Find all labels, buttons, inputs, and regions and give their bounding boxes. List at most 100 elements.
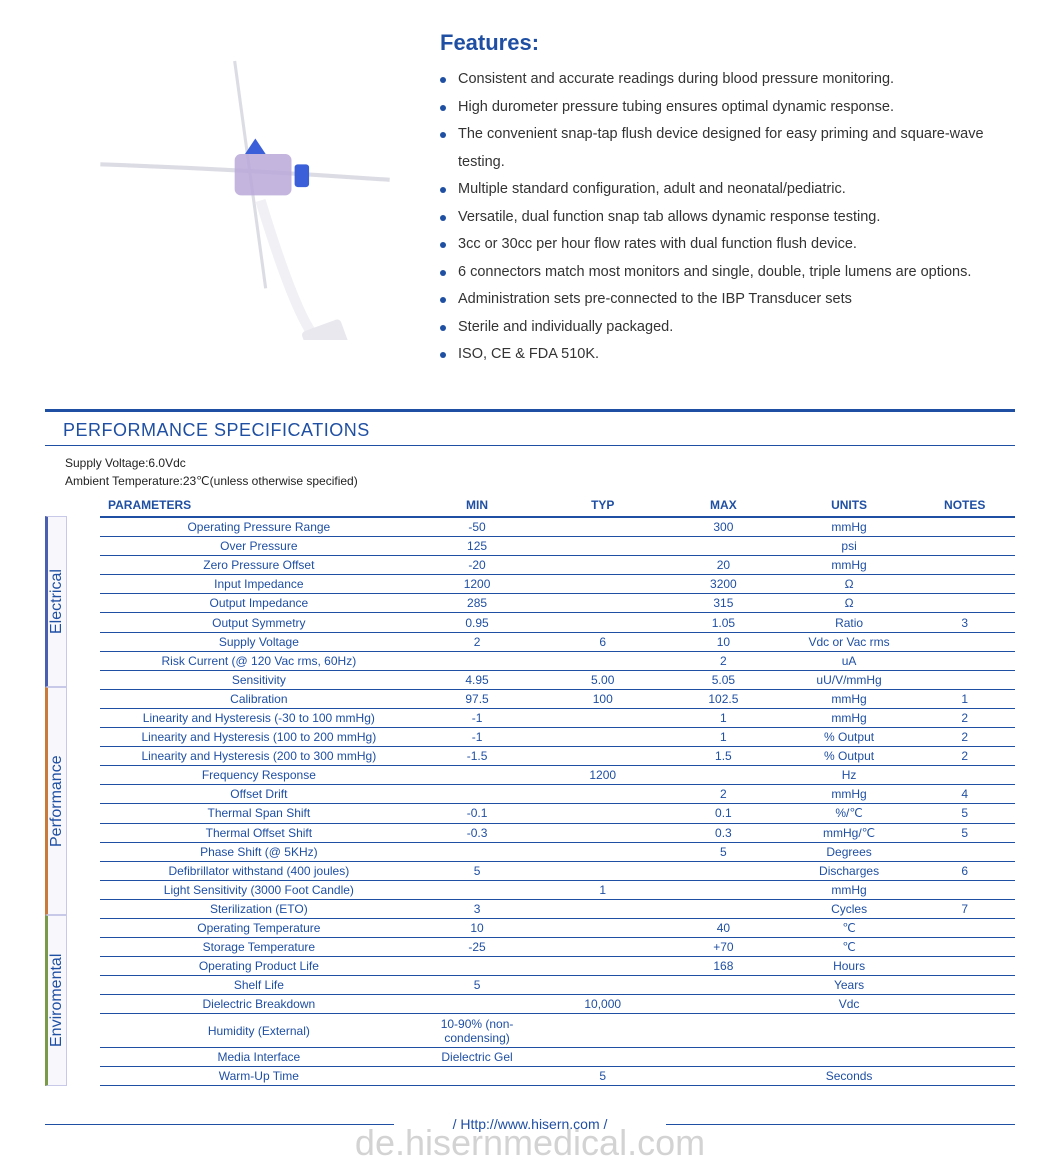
table-cell: 1 bbox=[914, 689, 1015, 708]
table-cell bbox=[784, 1014, 915, 1047]
table-row: Warm-Up Time5Seconds bbox=[100, 1066, 1015, 1085]
table-row: Zero Pressure Offset-2020mmHg bbox=[100, 556, 1015, 575]
table-cell bbox=[542, 613, 663, 632]
table-cell: Seconds bbox=[784, 1066, 915, 1085]
table-cell: 3 bbox=[914, 613, 1015, 632]
table-cell: Storage Temperature bbox=[100, 938, 412, 957]
table-cell: 5.00 bbox=[542, 670, 663, 689]
table-cell: Media Interface bbox=[100, 1047, 412, 1066]
table-cell: 1 bbox=[663, 708, 784, 727]
table-cell bbox=[914, 1066, 1015, 1085]
spec-table-wrap: ElectricalPerformanceEnviromental PARAME… bbox=[45, 494, 1015, 1086]
table-cell: Hz bbox=[784, 766, 915, 785]
feature-item: Versatile, dual function snap tab allows… bbox=[440, 204, 1000, 232]
table-cell: 285 bbox=[412, 594, 543, 613]
table-row: Thermal Offset Shift-0.30.3mmHg/℃5 bbox=[100, 823, 1015, 842]
table-cell: 5 bbox=[663, 842, 784, 861]
table-cell bbox=[914, 594, 1015, 613]
table-cell bbox=[663, 1014, 784, 1047]
table-cell: % Output bbox=[784, 728, 915, 747]
footer: Http://www.hisern.com bbox=[45, 1116, 1015, 1132]
table-cell bbox=[542, 651, 663, 670]
table-cell: 0.3 bbox=[663, 823, 784, 842]
table-cell: Calibration bbox=[100, 689, 412, 708]
table-cell bbox=[542, 938, 663, 957]
section-labels: ElectricalPerformanceEnviromental bbox=[45, 494, 100, 1086]
spec-title: PERFORMANCE SPECIFICATIONS bbox=[45, 418, 1015, 446]
section-label-performance: Performance bbox=[45, 687, 67, 915]
table-cell bbox=[914, 957, 1015, 976]
table-cell: -0.1 bbox=[412, 804, 543, 823]
table-cell: 3 bbox=[412, 899, 543, 918]
table-cell: 2 bbox=[412, 632, 543, 651]
condition-line: Ambient Temperature:23℃(unless otherwise… bbox=[65, 472, 1015, 490]
table-cell bbox=[542, 575, 663, 594]
table-cell bbox=[663, 880, 784, 899]
table-cell: uU/V/mmHg bbox=[784, 670, 915, 689]
table-cell bbox=[542, 594, 663, 613]
footer-url: Http://www.hisern.com bbox=[453, 1116, 608, 1132]
table-cell: ℃ bbox=[784, 938, 915, 957]
column-header: NOTES bbox=[914, 494, 1015, 517]
table-cell: psi bbox=[784, 537, 915, 556]
column-header: PARAMETERS bbox=[100, 494, 412, 517]
table-cell bbox=[412, 785, 543, 804]
table-row: Operating Temperature1040℃ bbox=[100, 918, 1015, 937]
table-cell: 168 bbox=[663, 957, 784, 976]
table-cell: 102.5 bbox=[663, 689, 784, 708]
table-cell: 6 bbox=[914, 861, 1015, 880]
features-title: Features: bbox=[440, 30, 1000, 56]
table-cell bbox=[663, 861, 784, 880]
product-image bbox=[90, 30, 400, 340]
table-cell: 5 bbox=[412, 976, 543, 995]
table-row: Linearity and Hysteresis (100 to 200 mmH… bbox=[100, 728, 1015, 747]
table-cell: ℃ bbox=[784, 918, 915, 937]
table-cell: 10 bbox=[663, 632, 784, 651]
feature-item: 3cc or 30cc per hour flow rates with dua… bbox=[440, 231, 1000, 259]
table-cell: -1.5 bbox=[412, 747, 543, 766]
table-cell bbox=[412, 880, 543, 899]
column-header: UNITS bbox=[784, 494, 915, 517]
table-cell bbox=[412, 842, 543, 861]
table-row: Calibration97.5100102.5mmHg1 bbox=[100, 689, 1015, 708]
table-cell bbox=[663, 899, 784, 918]
table-row: Input Impedance12003200Ω bbox=[100, 575, 1015, 594]
table-cell bbox=[542, 1047, 663, 1066]
table-row: Output Symmetry0.951.05Ratio3 bbox=[100, 613, 1015, 632]
table-cell: 0.1 bbox=[663, 804, 784, 823]
table-cell: 1 bbox=[542, 880, 663, 899]
table-cell: 100 bbox=[542, 689, 663, 708]
table-cell bbox=[663, 1066, 784, 1085]
table-cell: -0.3 bbox=[412, 823, 543, 842]
table-cell bbox=[663, 766, 784, 785]
column-header: TYP bbox=[542, 494, 663, 517]
table-cell: Degrees bbox=[784, 842, 915, 861]
table-cell: Linearity and Hysteresis (200 to 300 mmH… bbox=[100, 747, 412, 766]
table-cell bbox=[542, 861, 663, 880]
table-cell bbox=[542, 708, 663, 727]
table-cell: 1200 bbox=[412, 575, 543, 594]
table-row: Storage Temperature-25+70℃ bbox=[100, 938, 1015, 957]
table-cell: Vdc or Vac rms bbox=[784, 632, 915, 651]
features-block: Features: Consistent and accurate readin… bbox=[440, 30, 1000, 369]
table-cell: -25 bbox=[412, 938, 543, 957]
table-cell bbox=[542, 918, 663, 937]
table-cell: Dielectric Gel bbox=[412, 1047, 543, 1066]
table-row: Operating Product Life168Hours bbox=[100, 957, 1015, 976]
spec-block: PERFORMANCE SPECIFICATIONS Supply Voltag… bbox=[45, 409, 1015, 1086]
table-cell bbox=[914, 670, 1015, 689]
table-cell: -1 bbox=[412, 728, 543, 747]
table-cell: 4 bbox=[914, 785, 1015, 804]
table-cell bbox=[914, 575, 1015, 594]
table-header-row: PARAMETERSMINTYPMAXUNITSNOTES bbox=[100, 494, 1015, 517]
feature-item: 6 connectors match most monitors and sin… bbox=[440, 259, 1000, 287]
table-cell: 10,000 bbox=[542, 995, 663, 1014]
table-cell bbox=[914, 880, 1015, 899]
table-row: Sensitivity4.955.005.05uU/V/mmHg bbox=[100, 670, 1015, 689]
column-header: MIN bbox=[412, 494, 543, 517]
table-cell: 10-90% (non-condensing) bbox=[412, 1014, 543, 1047]
table-cell bbox=[542, 517, 663, 537]
table-cell: Sensitivity bbox=[100, 670, 412, 689]
table-cell: 6 bbox=[542, 632, 663, 651]
table-cell bbox=[542, 804, 663, 823]
